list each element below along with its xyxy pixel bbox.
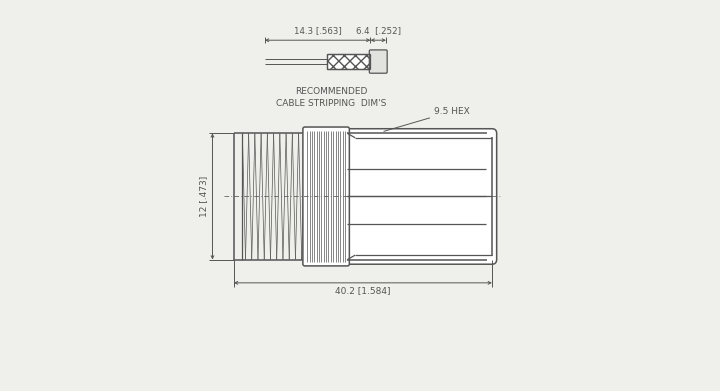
Bar [327, 54, 371, 69]
Text: RECOMMENDED
CABLE STRIPPING  DIM'S: RECOMMENDED CABLE STRIPPING DIM'S [276, 87, 387, 108]
Text: 6.4  [.252]: 6.4 [.252] [356, 27, 401, 36]
Text: 12 [.473]: 12 [.473] [199, 176, 209, 217]
Bar [327, 54, 371, 69]
FancyBboxPatch shape [343, 129, 497, 264]
Text: 40.2 [1.584]: 40.2 [1.584] [336, 286, 391, 295]
Text: 9.5 HEX: 9.5 HEX [433, 107, 469, 116]
Text: 14.3 [.563]: 14.3 [.563] [294, 27, 341, 36]
FancyBboxPatch shape [303, 127, 349, 266]
FancyBboxPatch shape [369, 50, 387, 73]
